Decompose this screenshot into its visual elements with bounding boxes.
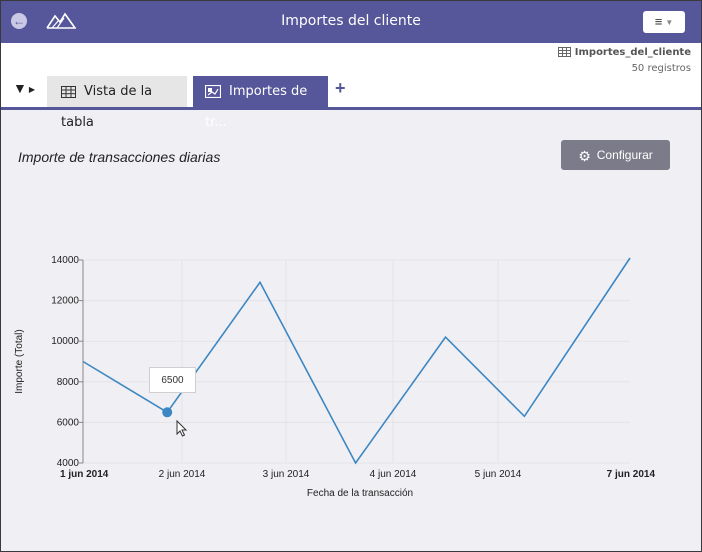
x-tick-label: 7 jun 2014 (607, 469, 656, 480)
main-menu-button[interactable]: ≡ ▼ (643, 11, 685, 33)
tab-chart-view[interactable]: Importes de tr... (193, 76, 328, 130)
data-source-name[interactable]: Importes_del_cliente (574, 47, 691, 58)
tab-table-view[interactable]: Vista de la tabla (47, 76, 187, 130)
y-tick-label: 10000 (51, 336, 79, 347)
add-tab-button[interactable]: + (335, 78, 346, 98)
point-tooltip: 6500 (149, 367, 196, 393)
data-source-info: Importes_del_cliente 50 registros (557, 47, 691, 74)
y-tick-label: 8000 (57, 377, 80, 388)
y-tick-label: 12000 (51, 296, 79, 307)
record-count: 50 registros (631, 63, 691, 74)
tab-toolbar: ▼ ▶ Vista de la tabla Importes de tr... + (1, 43, 701, 130)
title-bar: ← Importes del cliente ≡ ▼ (1, 1, 701, 43)
hamburger-menu-icon: ≡ (654, 14, 663, 29)
x-tick-label: 4 jun 2014 (370, 469, 417, 480)
chevron-right-icon: ▶ (28, 84, 36, 94)
x-tick-label: 2 jun 2014 (159, 469, 206, 480)
table-icon (557, 47, 571, 57)
chart-grid (83, 259, 630, 464)
filter-icon: ▼ (13, 80, 27, 96)
series-line (82, 257, 631, 465)
x-axis-ticks: 1 jun 2014 2 jun 2014 3 jun 2014 4 jun 2014… (60, 469, 655, 480)
chevron-down-icon: ▼ (665, 17, 674, 27)
highlighted-data-point (162, 407, 173, 418)
table-icon (61, 85, 76, 98)
page-title: Importes del cliente (281, 13, 421, 29)
chart-title: Importe de transacciones diarias (18, 149, 221, 165)
x-axis-label: Fecha de la transacción (307, 488, 413, 499)
y-tick-label: 14000 (51, 255, 79, 266)
y-tick-label: 6000 (57, 417, 80, 428)
mountains-logo-icon[interactable] (46, 11, 76, 31)
y-tick-label: 4000 (57, 458, 80, 469)
y-axis-label: Importe (Total) (14, 329, 25, 393)
configure-button-label: Configurar (596, 148, 653, 162)
x-tick-label: 5 jun 2014 (475, 469, 522, 480)
mouse-cursor-icon (176, 419, 188, 437)
x-tick-label: 3 jun 2014 (263, 469, 310, 480)
x-tick-label: 1 jun 2014 (60, 469, 109, 480)
tab-label: Vista de la tabla (61, 84, 153, 130)
tab-label: Importes de tr... (205, 84, 308, 130)
chart-series (82, 257, 631, 465)
gear-icon: ⚙ (578, 147, 591, 164)
chart-icon (205, 85, 221, 98)
back-arrow-icon[interactable]: ← (11, 13, 27, 29)
configure-button[interactable]: ⚙ Configurar (561, 140, 670, 170)
y-axis-ticks: 4000 6000 8000 10000 12000 14000 (51, 255, 83, 469)
tab-underline (1, 107, 701, 110)
filter-button[interactable]: ▼ ▶ (13, 80, 35, 96)
